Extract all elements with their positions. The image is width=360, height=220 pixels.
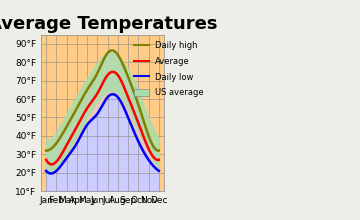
Title: Average Temperatures: Average Temperatures <box>0 15 217 33</box>
Legend: Daily high, Average, Daily low, US average: Daily high, Average, Daily low, US avera… <box>131 39 207 100</box>
